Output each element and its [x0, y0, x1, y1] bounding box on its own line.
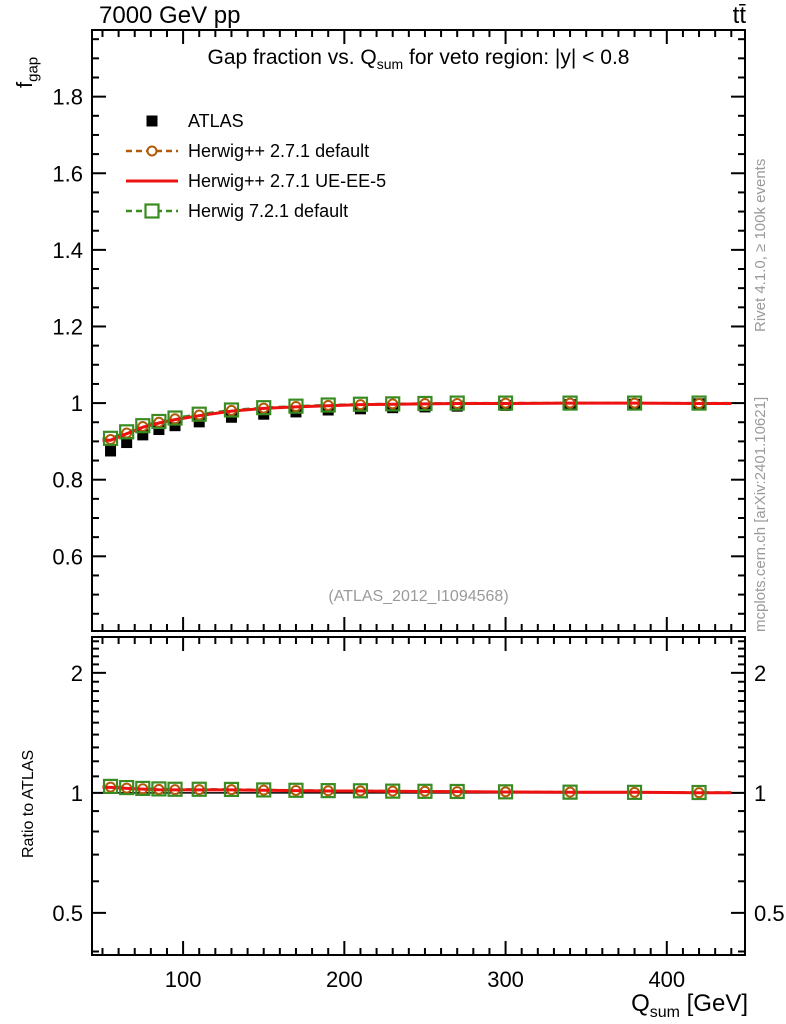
ratio-y-tick-label: 0.5: [754, 901, 785, 926]
y-tick-label: 1.2: [52, 314, 83, 339]
main-filled-square-marker: [121, 437, 133, 449]
ratio-open-square-marker: [135, 780, 151, 797]
main-open-square-marker: [223, 402, 240, 418]
ratio-open-square-marker: [562, 784, 578, 800]
legend-label: ATLAS: [188, 110, 244, 131]
legend-item: Herwig 7.2.1 default: [124, 196, 386, 226]
ratio-y-tick-label: 1: [754, 781, 766, 806]
plot-title-sub: sum: [376, 56, 404, 73]
ratio-open-square-marker: [167, 781, 183, 797]
legend-label: Herwig 7.2.1 default: [188, 200, 349, 221]
x-axis-label-sum-sub: sum: [649, 1003, 680, 1021]
ratio-y-tick-label: 2: [754, 661, 766, 686]
watermark: (ATLAS_2012_I1094568): [328, 588, 509, 605]
main-open-square-marker: [385, 396, 401, 412]
main-open-square-marker: [102, 430, 119, 446]
plot-title-pre: Gap fraction vs. Q: [207, 46, 377, 69]
ratio-open-square-marker: [223, 781, 240, 798]
legend-label: Herwig++ 2.7.1 default: [188, 140, 370, 161]
ratio-open-square-marker: [151, 781, 167, 797]
main-plot-frame: [91, 29, 746, 632]
main-open-square-marker: [191, 406, 207, 422]
process-label: tt̄: [732, 2, 746, 29]
ratio-plot-frame: [91, 636, 746, 956]
ratio-open-square-marker: [449, 783, 465, 800]
ratio-open-square-marker: [288, 782, 304, 798]
ratio-open-square-marker: [691, 784, 707, 801]
y-tick-label: 0.8: [52, 468, 83, 493]
main-open-square-marker: [167, 410, 183, 426]
main-filled-square-marker: [193, 416, 205, 428]
y-axis-label-f: f: [12, 81, 37, 88]
ratio-open-square-marker: [119, 779, 135, 796]
main-filled-square-marker: [169, 420, 181, 432]
ratio-y-tick-label: 1: [71, 781, 83, 806]
main-filled-square-marker: [153, 424, 165, 436]
ratio-open-square-marker: [385, 783, 401, 799]
y-axis-label-gap-sub: gap: [24, 56, 42, 82]
main-open-square-marker: [135, 418, 151, 434]
plot-title: Gap fraction vs. Qsum for veto region: |…: [92, 46, 745, 72]
beam-energy-label: 7000 GeV pp: [99, 2, 241, 29]
legend-item: ATLAS: [124, 106, 386, 136]
ratio-open-square-marker: [102, 778, 119, 794]
main-open-square-marker: [119, 424, 135, 440]
ratio-open-square-marker: [352, 783, 369, 799]
legend-item: Herwig++ 2.7.1 UE-EE-5: [124, 166, 386, 196]
main-open-square-marker: [626, 395, 643, 411]
ratio-open-square-marker: [626, 784, 643, 800]
ratio-y-tick-label: 2: [71, 661, 83, 686]
x-axis-label: Qsum [GeV]: [631, 990, 748, 1022]
main-line-none: [102, 401, 732, 442]
main-open-square-marker: [562, 395, 578, 411]
ratio-open-square-marker: [191, 781, 207, 797]
legend: ATLAS Herwig++ 2.7.1 default Herwig++ 2.7.…: [124, 106, 386, 226]
y-tick-label: 1.8: [52, 85, 83, 110]
open-square-legend-icon: [126, 203, 178, 219]
plot-title-post: for veto region: |y| < 0.8: [403, 46, 630, 69]
open-circle-legend-icon: [126, 145, 178, 157]
main-open-square-marker: [256, 400, 272, 416]
x-tick-label: 400: [648, 967, 685, 992]
x-tick-label: 300: [487, 967, 524, 992]
ratio-y-axis-label: Ratio to ATLAS: [20, 749, 37, 858]
main-open-square-marker: [320, 397, 336, 413]
legend-label: Herwig++ 2.7.1 UE-EE-5: [188, 170, 387, 191]
ratio-line-none: [102, 785, 732, 795]
main-open-square-marker: [449, 395, 465, 411]
ratio-y-tick-label: 0.5: [52, 901, 83, 926]
main-open-square-marker: [691, 395, 707, 411]
ratio-open-square-marker: [417, 783, 433, 799]
x-tick-label: 100: [165, 967, 202, 992]
main-open-square-marker: [352, 396, 369, 412]
main-open-square-marker: [497, 395, 514, 411]
ratio-open-square-marker: [320, 783, 336, 799]
x-tick-label: 200: [326, 967, 363, 992]
x-axis-label-unit: [GeV]: [679, 990, 748, 1017]
main-filled-square-marker: [105, 445, 117, 457]
y-axis-label-fgap: fgap: [12, 57, 41, 88]
filled-square-legend-icon: [146, 115, 158, 127]
mcplots-note: mcplots.cern.ch [arXiv:2401.10621]: [752, 396, 769, 632]
ratio-open-square-marker: [256, 782, 272, 798]
legend-item: Herwig++ 2.7.1 default: [124, 136, 386, 166]
main-filled-square-marker: [137, 429, 149, 441]
y-tick-label: 1.6: [52, 161, 83, 186]
ratio-open-square-marker: [497, 784, 514, 800]
rivet-version-note: Rivet 4.1.0, ≥ 100k events: [752, 158, 769, 332]
main-open-square-marker: [417, 395, 433, 412]
y-tick-label: 1.4: [52, 238, 83, 263]
solid-line-legend-icon: [126, 179, 178, 183]
x-axis-label-q: Q: [631, 990, 650, 1017]
y-tick-label: 1: [71, 391, 83, 416]
main-open-square-marker: [288, 398, 304, 414]
y-tick-label: 0.6: [52, 544, 83, 569]
main-open-square-marker: [151, 413, 167, 430]
